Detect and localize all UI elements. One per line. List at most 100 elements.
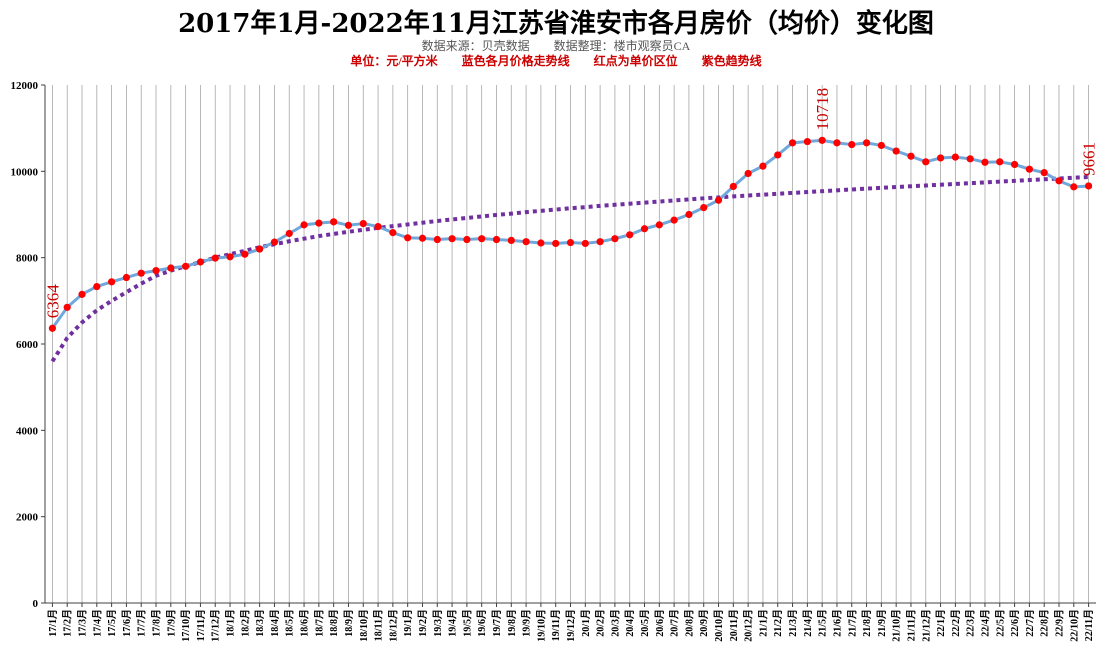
x-tick-label: 20/11月 [728, 609, 740, 641]
price-point [655, 221, 663, 229]
x-tick-label: 20/2月 [595, 609, 607, 637]
x-tick-label: 20/6月 [654, 609, 666, 637]
x-tick-label: 21/1月 [757, 609, 769, 637]
x-tick-label: 18/4月 [269, 609, 281, 637]
x-tick-label: 19/6月 [476, 609, 488, 637]
price-points [48, 136, 1093, 332]
chart-subtitle: 数据来源：贝壳数据 数据整理：楼市观察员CA [422, 38, 691, 53]
price-point [877, 141, 885, 150]
x-tick-label: 19/9月 [521, 609, 533, 637]
trend-line [50, 174, 1089, 363]
x-tick-label: 22/8月 [1039, 609, 1051, 637]
x-tick-label: 17/8月 [151, 609, 163, 637]
price-point [270, 238, 279, 246]
y-tick-label: 12000 [11, 80, 39, 92]
price-point [537, 239, 545, 247]
price-point [626, 231, 634, 239]
x-tick-label: 17/4月 [91, 609, 103, 637]
x-tick-label: 21/10月 [891, 609, 903, 642]
x-tick-label: 20/3月 [609, 609, 621, 637]
x-tick-label: 22/6月 [1009, 609, 1021, 637]
price-point [448, 235, 456, 243]
price-point [404, 234, 412, 242]
x-tick-label: 18/2月 [239, 609, 251, 637]
x-tick-label: 18/6月 [299, 609, 311, 637]
x-tick-label: 19/5月 [461, 609, 473, 637]
price-point [93, 282, 101, 291]
x-tick-label: 17/1月 [47, 609, 59, 637]
x-tick-label: 20/4月 [624, 609, 636, 637]
x-tick-label: 19/7月 [491, 609, 503, 637]
x-tick-label: 18/3月 [254, 609, 266, 637]
price-point [833, 139, 841, 147]
x-tick-label: 20/5月 [639, 609, 651, 637]
price-point [418, 234, 427, 242]
x-tick-label: 18/8月 [328, 609, 340, 637]
price-point [996, 158, 1004, 166]
price-point [78, 290, 86, 298]
price-point [122, 273, 131, 282]
price-point [182, 262, 190, 270]
price-point [611, 235, 619, 243]
x-tick-label: 21/9月 [876, 609, 888, 637]
x-tick-label: 22/2月 [950, 609, 962, 637]
price-point [315, 219, 323, 227]
price-point [818, 136, 826, 144]
price-point [744, 169, 752, 178]
x-tick-label: 21/6月 [831, 609, 843, 637]
y-tick-label: 6000 [16, 339, 39, 351]
x-tick-label: 18/12月 [387, 609, 399, 642]
price-point [685, 210, 693, 219]
price-point [803, 137, 811, 146]
price-point [63, 303, 71, 311]
price-point [1010, 160, 1019, 169]
annotation-label: 6364 [43, 284, 62, 319]
price-point [48, 324, 57, 332]
price-point [1040, 169, 1048, 177]
price-point [152, 267, 160, 275]
x-axis-ticks: 17/1月 17/2月 17/3月 17/4月 17/5月 17/6月 17/7月 17/8月… [47, 603, 1095, 642]
price-point [788, 139, 797, 147]
price-point [670, 216, 678, 224]
chart-title: 2017年1月-2022年11月江苏省淮安市各月房价（均价）变化图 [178, 8, 934, 39]
price-point [211, 254, 219, 262]
price-point [1070, 183, 1078, 191]
x-tick-label: 21/4月 [802, 609, 814, 637]
price-point [433, 235, 441, 244]
price-point [389, 229, 397, 237]
price-point [1025, 165, 1033, 173]
x-tick-label: 20/1月 [580, 609, 592, 637]
price-point [285, 229, 293, 238]
price-point [936, 154, 945, 162]
price-point [463, 235, 471, 244]
grid-lines [52, 85, 1089, 603]
price-point [774, 151, 782, 159]
y-tick-label: 2000 [16, 512, 39, 524]
price-point [714, 196, 723, 204]
price-point [137, 269, 145, 277]
x-tick-label: 21/12月 [920, 609, 932, 642]
price-point [729, 182, 737, 191]
x-tick-label: 21/5月 [817, 609, 829, 637]
price-point [256, 245, 264, 253]
price-point [922, 158, 930, 166]
price-point [374, 222, 382, 231]
x-tick-label: 22/4月 [979, 609, 991, 637]
price-point [359, 219, 367, 228]
price-point [226, 253, 234, 261]
x-tick-label: 20/12月 [743, 609, 755, 642]
price-point [596, 238, 604, 246]
price-point [196, 258, 205, 266]
x-tick-label: 19/4月 [447, 609, 459, 637]
price-point [981, 158, 989, 166]
price-point [108, 278, 116, 286]
x-tick-label: 18/10月 [358, 609, 370, 642]
price-point [167, 264, 175, 272]
y-axis-ticks: 0 2000 4000 6000 8000 10000 12000 [11, 80, 45, 610]
x-tick-label: 17/12月 [210, 609, 222, 642]
price-point [492, 235, 501, 244]
x-tick-label: 20/10月 [713, 609, 725, 642]
price-point [1055, 177, 1063, 185]
x-tick-label: 22/5月 [994, 609, 1006, 637]
x-tick-label: 21/11月 [905, 609, 917, 641]
